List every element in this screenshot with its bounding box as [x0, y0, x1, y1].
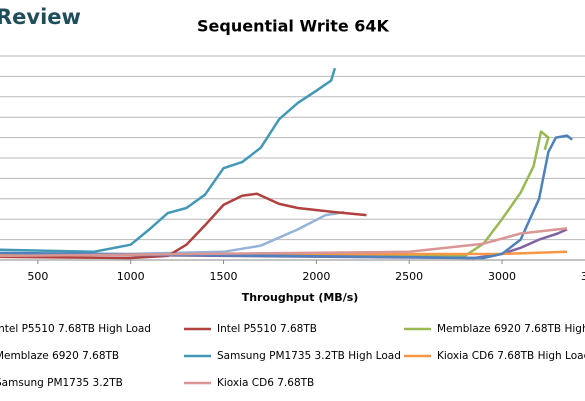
- x-tick-label: 2000: [302, 270, 330, 283]
- logo: Review: [0, 5, 81, 29]
- x-tick-label: 3500: [581, 270, 585, 283]
- chart-title: Sequential Write 64K: [197, 17, 390, 36]
- series-line: [0, 130, 550, 258]
- series-line: [0, 192, 367, 260]
- series-line: [0, 210, 345, 256]
- legend-label: Memblaze 6920 7.68TB: [0, 350, 119, 362]
- legend-label: Kioxia CD6 7.68TB High Load: [437, 350, 585, 362]
- legend-label: Samsung PM1735 3.2TB: [0, 377, 123, 389]
- x-tick-label: 500: [27, 270, 48, 283]
- series-line: [0, 67, 337, 254]
- legend-label: Intel P5510 7.68TB High Load: [0, 323, 151, 335]
- x-tick-label: 2500: [395, 270, 423, 283]
- legend-label: Intel P5510 7.68TB: [217, 323, 317, 335]
- x-tick-label: 1000: [117, 270, 145, 283]
- legend-label: Samsung PM1735 3.2TB High Load: [217, 350, 401, 362]
- legend-label: Memblaze 6920 7.68TB High Load: [437, 323, 585, 335]
- x-tick-label: 1500: [210, 270, 238, 283]
- series-line: [0, 227, 568, 258]
- x-tick-label: 3000: [488, 270, 516, 283]
- x-axis-label: Throughput (MB/s): [242, 291, 359, 304]
- series-line: [0, 134, 573, 260]
- legend-label: Kioxia CD6 7.68TB: [217, 377, 314, 389]
